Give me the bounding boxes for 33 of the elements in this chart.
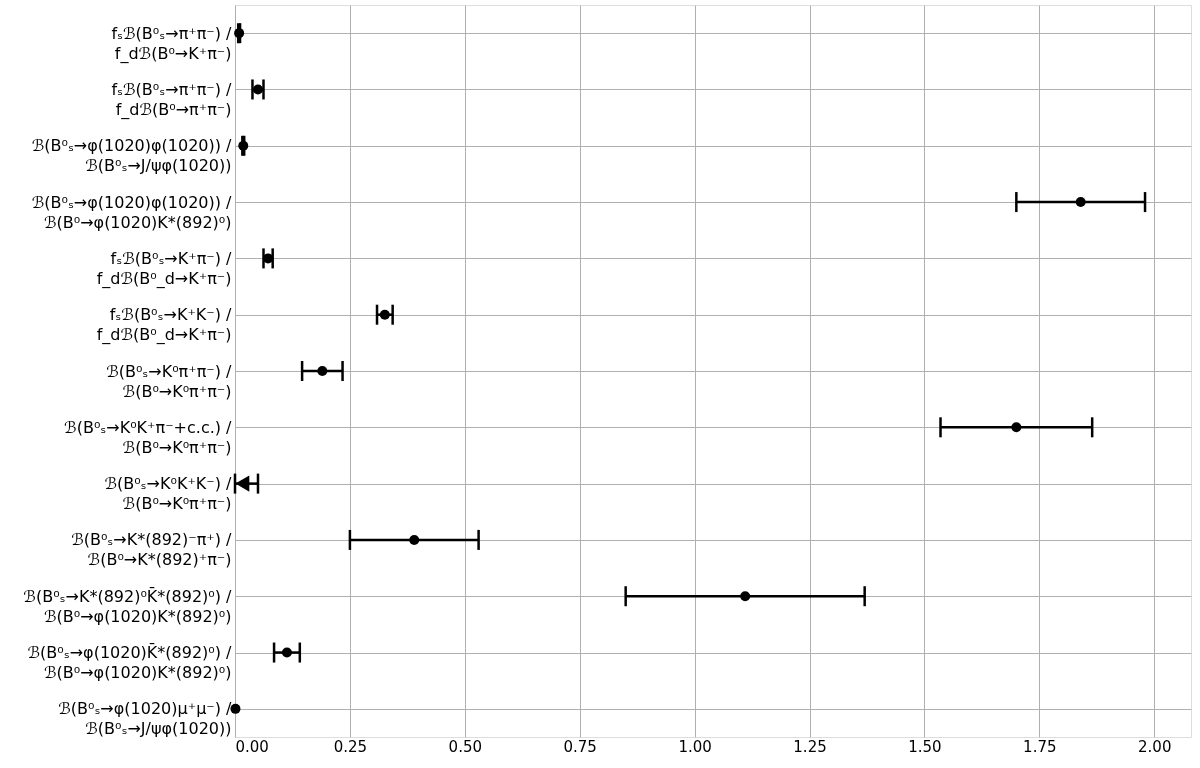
x-tick-label: 1.50 bbox=[908, 737, 942, 756]
point bbox=[317, 366, 328, 376]
point bbox=[740, 591, 751, 602]
y-tick-label: ℬ(B⁰ₛ→K⁰K⁺π⁻+c.c.) / ℬ(B⁰→K⁰π⁺π⁻) bbox=[64, 417, 233, 457]
y-tick-label: ℬ(B⁰ₛ→φ(1020)φ(1020)) / ℬ(B⁰ₛ→J/ψφ(1020)) bbox=[31, 136, 233, 176]
category-label: ℬ(B⁰ₛ→φ(1020)K̄*(892)⁰) / ℬ(B⁰→φ(1020)K*(892)⁰) bbox=[27, 643, 232, 683]
x-tick-label: 1.25 bbox=[793, 737, 827, 756]
point bbox=[252, 84, 263, 95]
x-tick-label: 2.00 bbox=[1138, 737, 1172, 756]
point bbox=[1011, 422, 1022, 433]
point bbox=[379, 309, 390, 320]
point bbox=[281, 647, 292, 658]
point bbox=[234, 28, 245, 39]
category-label: ℬ(B⁰ₛ→K*(892)⁰K̄*(892)⁰) / ℬ(B⁰→φ(1020)K*(892)⁰) bbox=[23, 586, 232, 626]
x-tick-label: 0.75 bbox=[563, 737, 597, 756]
y-tick-label: ℬ(B⁰ₛ→φ(1020)μ⁺μ⁻) / ℬ(B⁰ₛ→J/ψφ(1020)) bbox=[58, 699, 233, 739]
y-tick-label: fₛℬ(B⁰ₛ→K⁺K⁻) / f_dℬ(B⁰_d→K⁺π⁻) bbox=[96, 305, 233, 346]
point bbox=[1075, 197, 1086, 208]
y-tick-label: fₛℬ(B⁰ₛ→K⁺π⁻) / f_dℬ(B⁰_d→K⁺π⁻) bbox=[96, 248, 233, 289]
x-tick-label: 0.50 bbox=[448, 737, 483, 756]
point bbox=[409, 534, 420, 545]
y-tick-label: fₛℬ(B⁰ₛ→π⁺π⁻) / f_dℬ(B⁰→K⁺π⁻) bbox=[111, 23, 233, 64]
y-tick-label: ℬ(B⁰ₛ→K⁰K⁺K⁻) / ℬ(B⁰→K⁰π⁺π⁻) bbox=[104, 474, 233, 514]
y-tick-label: ℬ(B⁰ₛ→φ(1020)φ(1020)) / ℬ(B⁰→φ(1020)K*(892)⁰) bbox=[31, 192, 233, 232]
x-tick-label: 1.75 bbox=[1023, 737, 1057, 756]
y-tick-label: ℬ(B⁰ₛ→K⁰π⁺π⁻) / ℬ(B⁰→K⁰π⁺π⁻) bbox=[106, 361, 233, 401]
y-tick-label: fₛℬ(B⁰ₛ→π⁺π⁻) / f_dℬ(B⁰→π⁺π⁻) bbox=[111, 79, 233, 120]
point bbox=[235, 475, 250, 492]
x-tick-label: 0.00 bbox=[235, 737, 269, 756]
x-tick-label: 1.00 bbox=[678, 737, 712, 756]
x-tick-label: 0.25 bbox=[333, 737, 368, 756]
point bbox=[238, 140, 249, 151]
y-tick-label: ℬ(B⁰ₛ→K*(892)⁻π⁺) / ℬ(B⁰→K*(892)⁺π⁻) bbox=[71, 530, 233, 570]
